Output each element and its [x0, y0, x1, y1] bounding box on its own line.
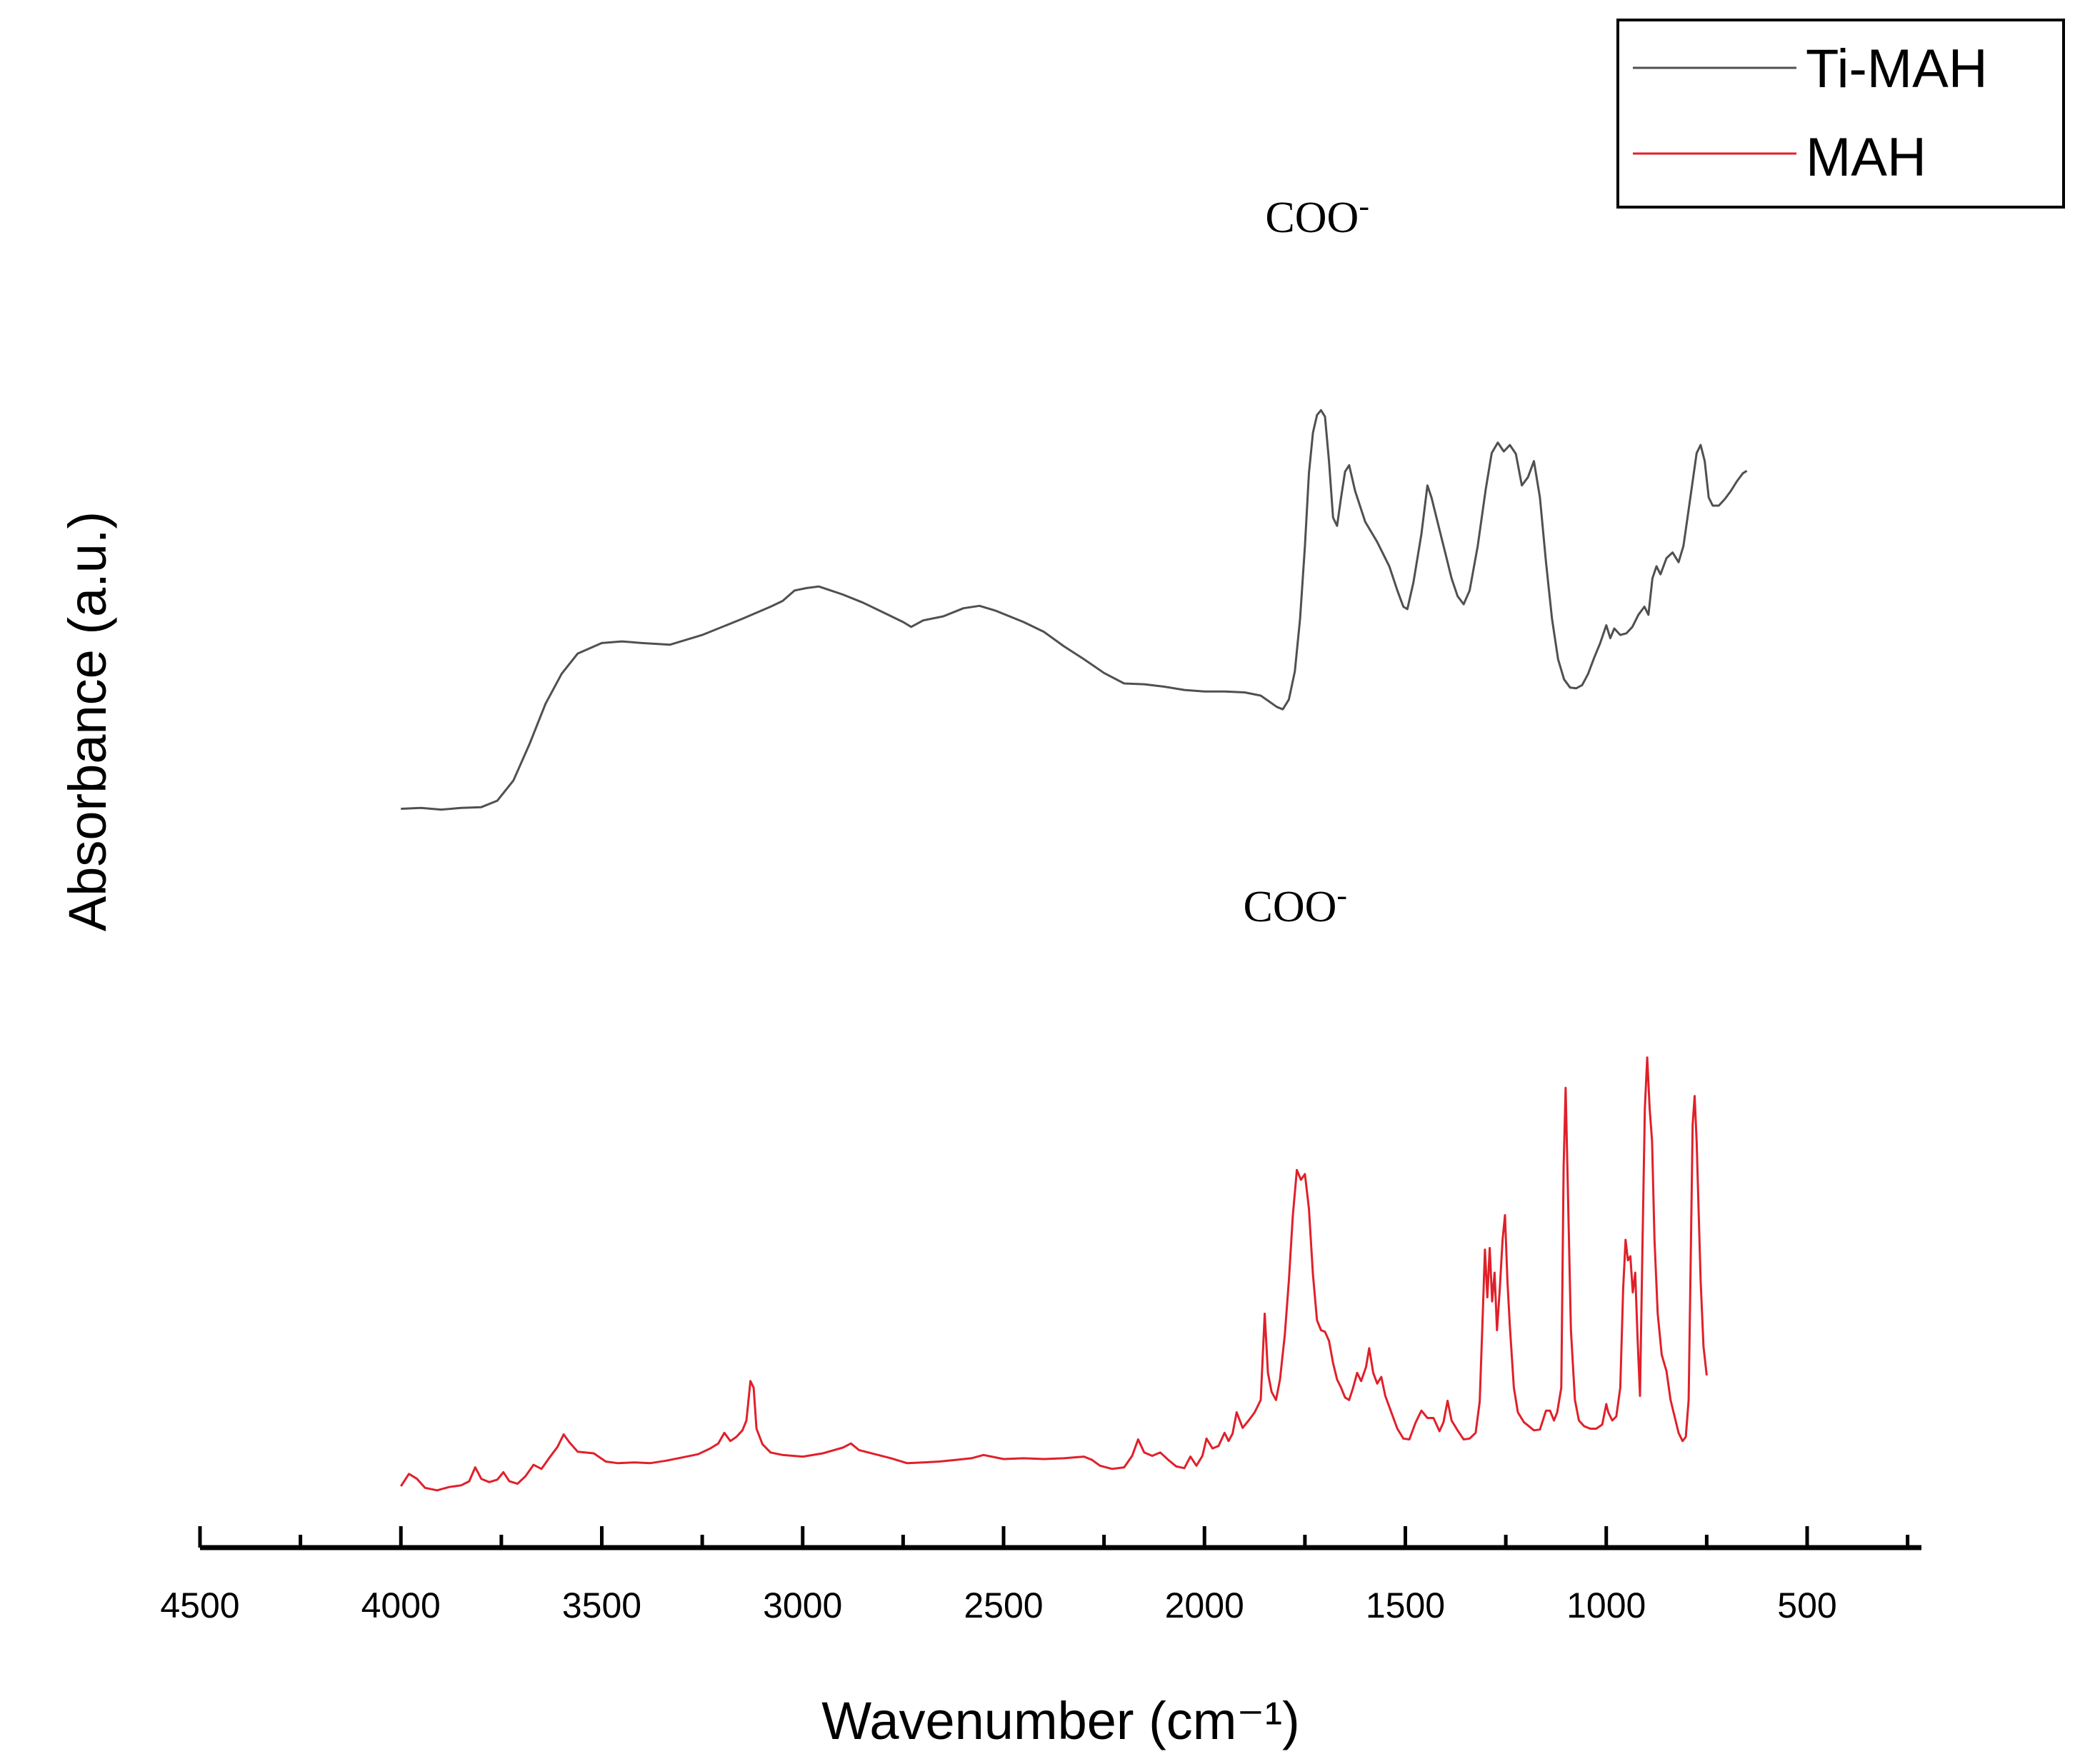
x-tick-label: 2000 — [1165, 1585, 1244, 1625]
x-tick-label: 1000 — [1566, 1585, 1646, 1625]
x-tick-label: 4000 — [361, 1585, 441, 1625]
annotation-coo: COO- — [1243, 878, 1347, 931]
x-axis-title: Wavenumber (cm⁻¹) — [821, 1691, 1300, 1750]
x-tick-label: 3500 — [562, 1585, 641, 1625]
legend-box — [1616, 19, 2065, 209]
annotation-coo: COO- — [1265, 189, 1369, 242]
annotations: COO-COO- — [1243, 189, 1369, 931]
legend-label-ti-mah: Ti-MAH — [1806, 39, 1988, 99]
x-axis-ticks — [198, 1526, 1910, 1548]
annotation-superscript: - — [1336, 878, 1347, 913]
annotation-text: COO — [1243, 883, 1336, 931]
annotation-superscript: - — [1359, 189, 1369, 224]
legend-label-mah: MAH — [1806, 127, 1926, 188]
legend: Ti-MAH MAH — [1616, 19, 2065, 209]
x-tick-label: 500 — [1777, 1585, 1836, 1625]
x-tick-label: 2500 — [964, 1585, 1043, 1625]
x-tick-label: 3000 — [763, 1585, 842, 1625]
series-group — [400, 409, 1748, 1492]
series-line-ti-mah — [401, 409, 1748, 811]
annotation-text: COO — [1265, 194, 1359, 242]
series-line-mah — [400, 1056, 1708, 1492]
x-tick-label: 4500 — [160, 1585, 239, 1625]
x-tick-label: 1500 — [1366, 1585, 1445, 1625]
y-axis-title: Absorbance (a.u.) — [58, 511, 117, 931]
x-axis-tick-labels: 4500 4000 3500 3000 2500 2000 1500 1000 500 — [160, 1585, 1836, 1625]
